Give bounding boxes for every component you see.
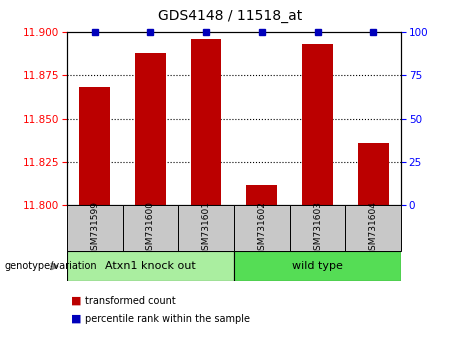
Bar (178, 205, 234, 251)
Text: GSM731603: GSM731603 (313, 201, 322, 256)
Text: ■: ■ (71, 314, 82, 324)
Text: transformed count: transformed count (85, 296, 176, 306)
Text: genotype/variation: genotype/variation (5, 261, 97, 272)
Bar (79, 87, 110, 205)
Bar (67, 251, 234, 281)
Bar (123, 205, 178, 251)
Bar (358, 143, 389, 205)
Text: GDS4148 / 11518_at: GDS4148 / 11518_at (159, 9, 302, 23)
Text: ■: ■ (71, 296, 82, 306)
Bar (247, 184, 277, 205)
Bar (302, 44, 333, 205)
Bar (234, 205, 290, 251)
Text: GSM731599: GSM731599 (90, 201, 99, 256)
Text: wild type: wild type (292, 261, 343, 272)
Text: GSM731601: GSM731601 (201, 201, 211, 256)
Text: GSM731602: GSM731602 (257, 201, 266, 256)
Text: GSM731600: GSM731600 (146, 201, 155, 256)
Text: percentile rank within the sample: percentile rank within the sample (85, 314, 250, 324)
Bar (345, 205, 401, 251)
Bar (234, 251, 401, 281)
Bar (290, 205, 345, 251)
Bar (191, 39, 221, 205)
Bar (67, 205, 123, 251)
Text: Atxn1 knock out: Atxn1 knock out (105, 261, 196, 272)
Bar (135, 53, 165, 205)
Text: GSM731604: GSM731604 (369, 201, 378, 256)
